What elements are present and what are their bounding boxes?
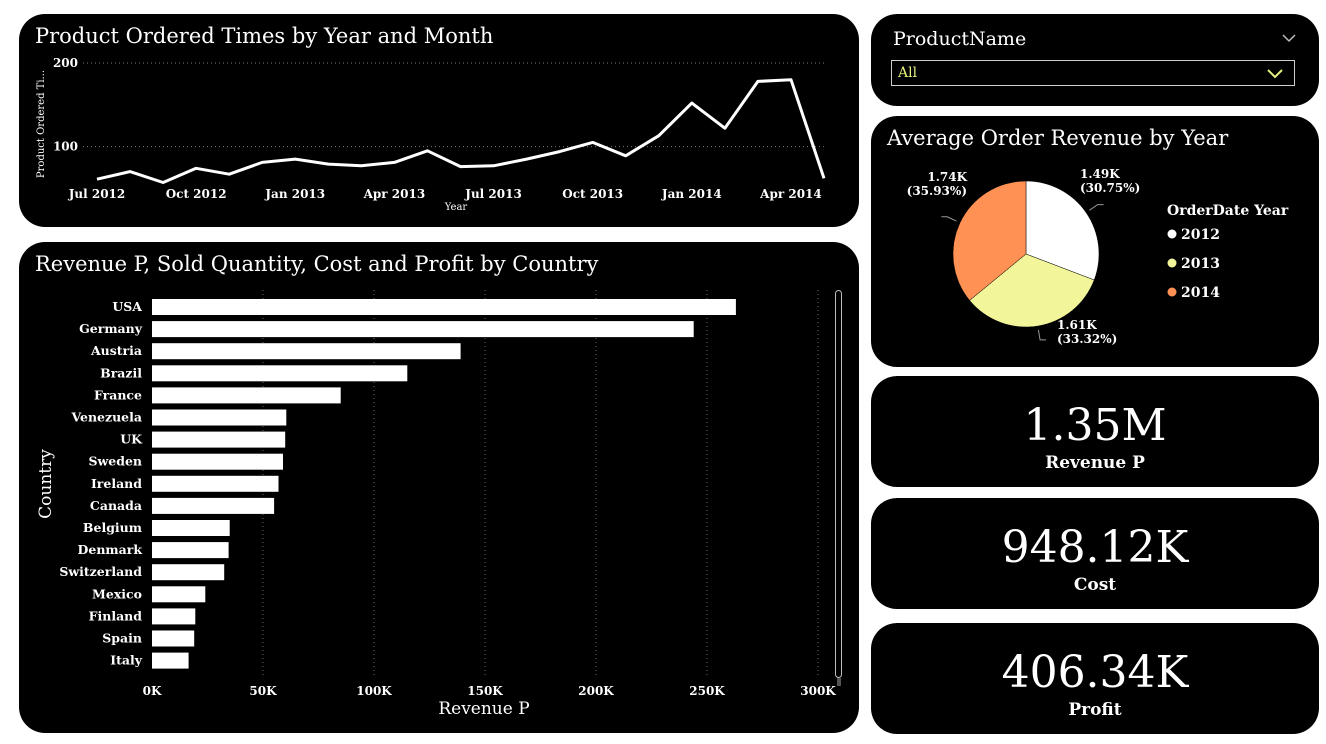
x-tick-label: Jan 2013 bbox=[264, 187, 325, 201]
bar-chart-scrollbar[interactable] bbox=[835, 290, 842, 678]
chevron-down-icon[interactable] bbox=[1266, 68, 1284, 80]
bar-chart-scrollbar-track bbox=[837, 678, 841, 686]
legend-marker bbox=[1168, 288, 1177, 297]
bar bbox=[152, 387, 341, 403]
kpi-card-revenue: 1.35M Revenue P bbox=[871, 376, 1319, 487]
bar bbox=[152, 653, 189, 669]
leader-line bbox=[1038, 330, 1046, 340]
slicer-selected-value: All bbox=[898, 65, 917, 81]
legend-marker bbox=[1168, 230, 1177, 239]
slice-percent-label: (35.93%) bbox=[907, 184, 967, 198]
x-tick-label: 0K bbox=[143, 684, 162, 698]
product-slicer-panel: ProductName All bbox=[871, 14, 1319, 106]
bar bbox=[152, 520, 230, 536]
legend-marker bbox=[1168, 259, 1177, 268]
kpi-card-cost: 948.12K Cost bbox=[871, 498, 1319, 609]
line-chart-panel: Product Ordered Times by Year and Month … bbox=[19, 14, 859, 227]
x-tick-label: Jul 2013 bbox=[464, 187, 522, 201]
slice-value-label: 1.74K bbox=[927, 170, 967, 184]
bar bbox=[152, 343, 461, 359]
slicer-title: ProductName bbox=[893, 28, 1026, 50]
kpi-value: 1.35M bbox=[871, 400, 1319, 451]
country-label: USA bbox=[112, 299, 142, 314]
y-axis-title: Product Ordered Ti... bbox=[36, 70, 47, 178]
country-label: Venezuela bbox=[70, 410, 142, 425]
bar bbox=[152, 564, 224, 580]
y-axis-title: Country bbox=[36, 449, 56, 519]
country-label: Ireland bbox=[91, 476, 142, 491]
bar bbox=[152, 410, 286, 426]
country-label: Brazil bbox=[100, 365, 142, 380]
line-series bbox=[97, 80, 824, 183]
country-label: Finland bbox=[89, 608, 143, 623]
y-tick-label: 100 bbox=[53, 140, 78, 154]
x-tick-label: 250K bbox=[689, 684, 725, 698]
x-tick-label: Oct 2013 bbox=[562, 187, 623, 201]
bar bbox=[152, 365, 407, 381]
bar-chart-panel: Revenue P, Sold Quantity, Cost and Profi… bbox=[19, 242, 859, 733]
slice-percent-label: (30.75%) bbox=[1080, 181, 1140, 195]
leader-line bbox=[941, 217, 956, 221]
x-tick-label: Oct 2012 bbox=[166, 187, 227, 201]
country-label: Canada bbox=[90, 498, 142, 513]
legend-label: 2014 bbox=[1181, 285, 1220, 301]
bar bbox=[152, 454, 283, 470]
x-tick-label: 200K bbox=[578, 684, 614, 698]
y-tick-label: 200 bbox=[53, 56, 78, 70]
country-label: Belgium bbox=[83, 520, 142, 535]
kpi-label: Revenue P bbox=[871, 453, 1319, 473]
bar bbox=[152, 299, 736, 315]
country-label: Switzerland bbox=[59, 564, 142, 579]
country-label: Austria bbox=[90, 343, 142, 358]
kpi-card-profit: 406.34K Profit bbox=[871, 623, 1319, 734]
x-axis-title: Revenue P bbox=[438, 699, 529, 719]
collapse-chevron-icon[interactable] bbox=[1281, 32, 1297, 44]
line-chart: 100 200 Jul 2012 Oct 2012 Jan 2013 Apr 2013 Ju… bbox=[19, 14, 859, 227]
country-label: Italy bbox=[110, 653, 142, 668]
bar bbox=[152, 476, 279, 492]
bar bbox=[152, 542, 229, 558]
bar bbox=[152, 608, 195, 624]
bar bbox=[152, 432, 285, 448]
x-tick-label: Apr 2014 bbox=[759, 187, 822, 201]
bar bbox=[152, 498, 274, 514]
x-tick-label: 100K bbox=[356, 684, 392, 698]
legend-label: 2013 bbox=[1181, 256, 1220, 272]
bar bbox=[152, 631, 194, 647]
bar bbox=[152, 321, 694, 337]
bar bbox=[152, 586, 205, 602]
pie-chart-panel: Average Order Revenue by Year 1.49K (30.7… bbox=[871, 116, 1319, 367]
x-tick-label: Jan 2014 bbox=[661, 187, 722, 201]
x-tick-label: Apr 2013 bbox=[363, 187, 426, 201]
x-tick-label: Jul 2012 bbox=[68, 187, 126, 201]
country-label: Mexico bbox=[92, 586, 142, 601]
legend-title: OrderDate Year bbox=[1167, 203, 1289, 219]
bar-chart: 0K 50K 100K 150K 200K 250K 300K USA Germany Austr… bbox=[19, 242, 859, 733]
x-axis-title: Year bbox=[444, 202, 468, 213]
leader-line bbox=[1089, 205, 1103, 211]
slice-percent-label: (33.32%) bbox=[1057, 332, 1117, 346]
product-name-dropdown[interactable]: All bbox=[891, 60, 1295, 86]
country-label: Spain bbox=[102, 631, 142, 646]
country-label: Denmark bbox=[78, 542, 143, 557]
x-tick-label: 50K bbox=[249, 684, 277, 698]
kpi-value: 406.34K bbox=[871, 647, 1319, 698]
kpi-label: Profit bbox=[871, 700, 1319, 720]
x-tick-label: 150K bbox=[467, 684, 503, 698]
x-tick-label: 300K bbox=[800, 684, 836, 698]
legend-label: 2012 bbox=[1181, 227, 1220, 243]
kpi-value: 948.12K bbox=[871, 522, 1319, 573]
country-label: Germany bbox=[79, 321, 143, 336]
country-label: France bbox=[94, 387, 142, 402]
country-label: UK bbox=[120, 432, 143, 447]
kpi-label: Cost bbox=[871, 575, 1319, 595]
slice-value-label: 1.49K bbox=[1080, 167, 1120, 181]
country-label: Sweden bbox=[88, 454, 142, 469]
pie-chart: 1.49K(30.75%) 1.61K(33.32%) 1.74K(35.93%) O… bbox=[871, 116, 1319, 367]
slice-value-label: 1.61K bbox=[1057, 318, 1097, 332]
